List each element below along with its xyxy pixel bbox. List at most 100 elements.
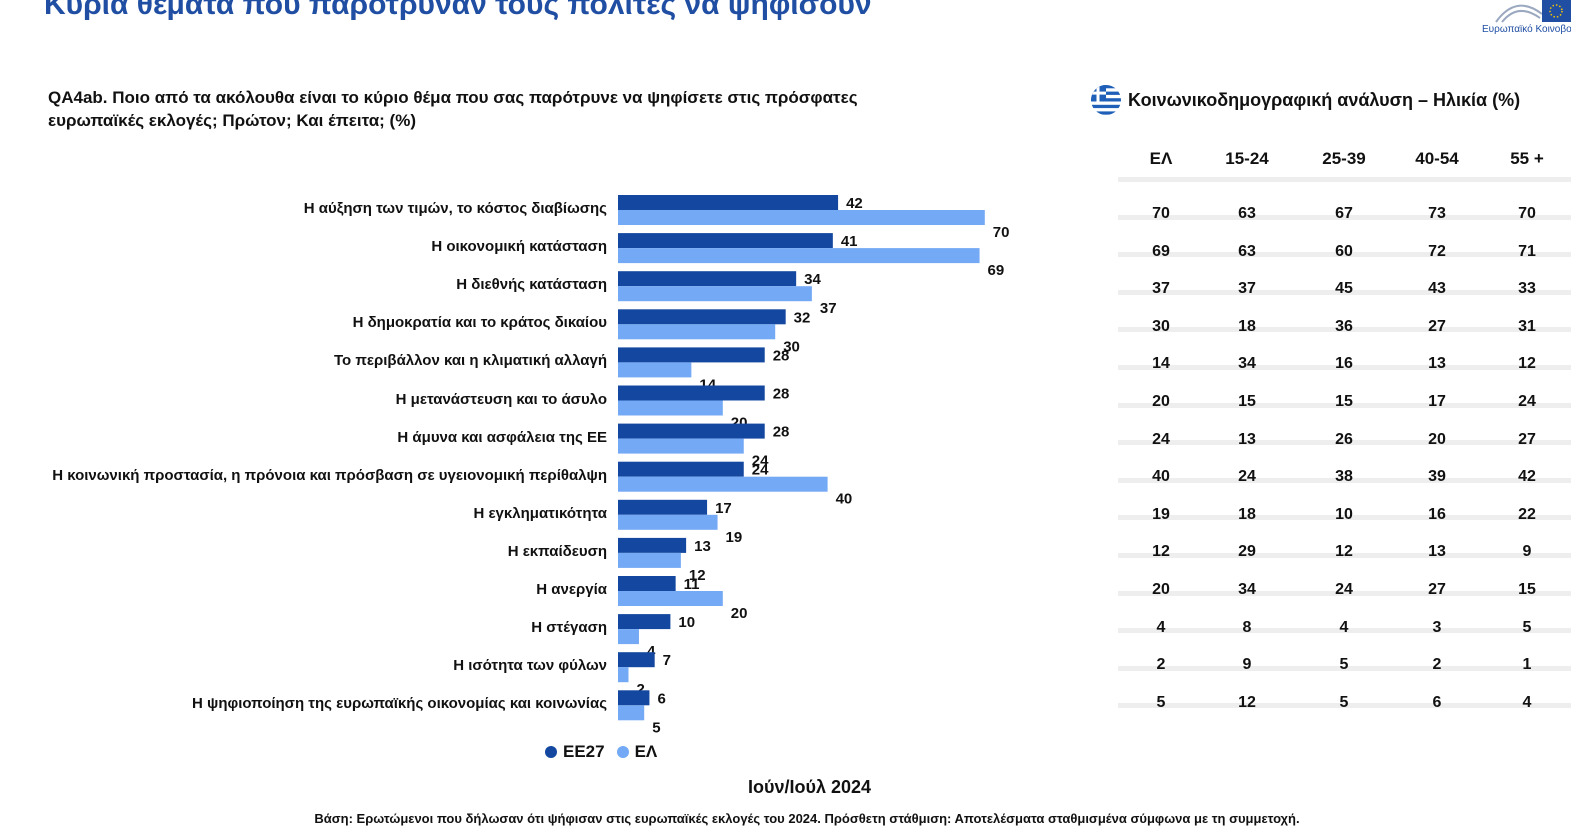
legend-dot-el [616, 746, 629, 758]
table-cell: 9 [1522, 543, 1532, 561]
bar-el [618, 362, 692, 378]
table-cell: 20 [1152, 393, 1170, 410]
table-cell: 27 [1518, 430, 1536, 448]
bar-category-label: Η κοινωνική προστασία, η πρόνοια και πρό… [52, 466, 607, 484]
question-line-2: ευρωπαϊκές εκλογές; Πρώτον; Και έπειτα; … [48, 111, 416, 130]
bar-ee27 [618, 347, 765, 363]
table-row-separator [1118, 628, 1571, 634]
bar-ee27 [618, 690, 650, 706]
data-label-el: 30 [783, 338, 800, 355]
data-label-ee27: 24 [752, 462, 769, 479]
table-cell: 18 [1238, 505, 1256, 523]
chart-legend: ΕΕ27 ΕΛ [545, 742, 669, 762]
table-cell: 24 [1518, 393, 1536, 410]
bar-el [618, 667, 629, 683]
data-label-ee27: 32 [794, 309, 811, 326]
bar-category-label: Η εκπαίδευση [507, 542, 607, 560]
table-cell: 4 [1339, 618, 1349, 636]
data-label-ee27: 28 [773, 424, 790, 441]
table-cell: 20 [1152, 581, 1170, 598]
data-label-ee27: 11 [684, 576, 700, 593]
table-row-separator [1118, 327, 1571, 333]
bar-category-label: Η διεθνής κατάσταση [456, 276, 607, 294]
data-label-el: 2 [636, 681, 644, 698]
table-cell: 13 [1238, 430, 1256, 448]
bar-ee27 [618, 537, 687, 553]
table-cell: 63 [1238, 242, 1256, 260]
table-cell: 42 [1518, 468, 1536, 486]
data-label-ee27: 41 [841, 233, 858, 250]
table-cell: 16 [1428, 505, 1446, 523]
bar-el [618, 552, 681, 568]
table-cell: 33 [1518, 280, 1536, 298]
table-cell: 24 [1335, 581, 1353, 598]
table-cell: 2 [1156, 656, 1166, 674]
bar-el [618, 514, 718, 530]
bar-el [618, 705, 645, 721]
table-cell: 9 [1242, 656, 1252, 674]
table-row-separator [1118, 177, 1571, 182]
table-row-separator [1118, 703, 1571, 709]
table-cell: 69 [1152, 242, 1170, 260]
data-label-ee27: 7 [663, 652, 671, 669]
data-label-ee27: 42 [846, 195, 863, 212]
period-label: Ιούν/Ιούλ 2024 [747, 777, 871, 797]
data-label-el: 37 [820, 300, 837, 317]
legend-label-ee27: ΕΕ27 [563, 742, 605, 761]
table-cell: 5 [1339, 693, 1349, 711]
bar-ee27 [618, 385, 765, 401]
data-label-el: 20 [731, 605, 748, 622]
table-cell: 5 [1339, 656, 1349, 674]
bar-category-label: Η μετανάστευση και το άσυλο [395, 390, 607, 408]
question-line-1: QA4ab. Ποιο από τα ακόλουθα είναι το κύρ… [48, 88, 858, 107]
table-cell: 3 [1432, 618, 1442, 636]
bar-el [618, 248, 980, 264]
bar-ee27 [618, 309, 786, 325]
bar-ee27 [618, 233, 833, 249]
bar-ee27 [618, 614, 671, 630]
bar-category-label: Η εγκληματικότητα [473, 504, 607, 522]
table-header-40-54: 40-54 [1415, 149, 1459, 168]
table-cell: 4 [1522, 693, 1532, 711]
table-cell: 5 [1522, 618, 1532, 636]
bar-ee27 [618, 499, 708, 515]
table-row-separator [1118, 289, 1571, 295]
table-cell: 26 [1335, 430, 1353, 448]
table-cell: 31 [1518, 317, 1536, 335]
table-row-separator [1118, 440, 1571, 446]
bar-ee27 [618, 461, 744, 477]
table-cell: 60 [1335, 242, 1353, 260]
data-label-el: 4 [647, 643, 656, 660]
table-cell: 15 [1335, 393, 1353, 410]
table-header-55-plus: 55 + [1510, 149, 1544, 168]
table-cell: 24 [1152, 430, 1170, 448]
legend-dot-ee27 [545, 746, 557, 758]
bar-category-label: Η ανεργία [536, 581, 607, 598]
bar-category-label: Η στέγαση [531, 619, 607, 637]
question-text: QA4ab. Ποιο από τα ακόλουθα είναι το κύρ… [48, 86, 1008, 132]
legend-item-ee27: ΕΕ27 [545, 742, 605, 762]
table-row-separator [1118, 252, 1571, 258]
table-cell: 12 [1518, 355, 1536, 373]
data-label-el: 69 [988, 262, 1005, 279]
bar-el [618, 629, 639, 645]
table-cell: 63 [1238, 205, 1256, 222]
table-cell: 30 [1152, 317, 1170, 335]
table-cell: 12 [1152, 543, 1170, 561]
bar-category-label: Η δημοκρατία και το κράτος δικαίου [352, 314, 607, 332]
bar-ee27 [618, 271, 797, 287]
table-cell: 6 [1432, 693, 1442, 711]
data-label-el: 20 [731, 415, 748, 432]
table-cell: 27 [1428, 317, 1446, 335]
table-row-separator [1118, 590, 1571, 596]
table-header-el: ΕΛ [1149, 149, 1173, 168]
table-cell: 17 [1428, 393, 1446, 410]
data-label-ee27: 28 [773, 386, 790, 403]
table-cell: 12 [1238, 693, 1256, 711]
data-label-el: 40 [836, 491, 853, 508]
table-cell: 34 [1238, 355, 1256, 373]
european-parliament-logo: Ευρωπαϊκό Κοινοβού [1476, 0, 1571, 40]
table-cell: 73 [1428, 205, 1446, 222]
data-label-el: 70 [993, 224, 1010, 241]
table-cell: 20 [1428, 430, 1446, 448]
